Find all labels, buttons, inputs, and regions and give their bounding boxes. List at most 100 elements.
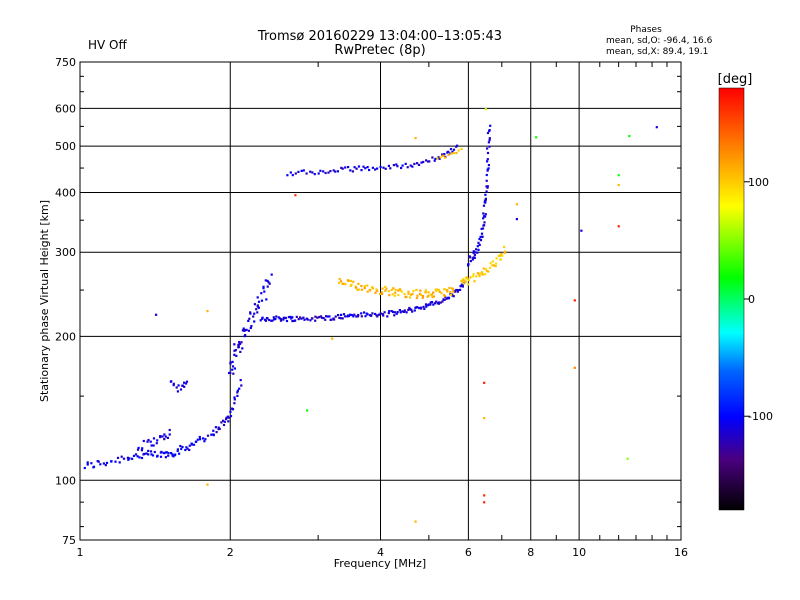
echo-point: [416, 162, 419, 165]
echo-point: [336, 170, 339, 173]
echo-point: [486, 185, 489, 188]
echo-point: [316, 316, 319, 319]
echo-point: [415, 288, 418, 291]
echo-point: [165, 451, 169, 454]
echo-point: [302, 316, 305, 319]
echo-point: [264, 319, 268, 322]
echo-point: [342, 313, 346, 316]
echo-point: [447, 153, 450, 156]
echo-point: [196, 438, 199, 441]
echo-point: [452, 148, 456, 151]
echo-point: [185, 446, 188, 449]
echo-point: [164, 451, 167, 454]
echo-point: [482, 215, 486, 218]
echo-point: [504, 250, 507, 253]
echo-point: [487, 164, 490, 167]
echo-point: [384, 289, 387, 292]
echo-point: [371, 312, 374, 315]
echo-point: [176, 449, 179, 453]
echo-point: [289, 315, 292, 318]
echo-point: [374, 168, 377, 171]
echo-point: [489, 124, 492, 127]
echo-point: [413, 309, 416, 312]
echo-point: [446, 289, 449, 292]
echo-point: [163, 438, 166, 441]
echo-point: [176, 390, 179, 393]
echo-point: [454, 290, 457, 293]
echo-point: [344, 166, 347, 169]
echo-point: [329, 170, 332, 173]
echo-point: [447, 296, 451, 299]
echo-point: [400, 166, 403, 170]
echo-point: [222, 419, 225, 422]
colorbar-unit: [deg]: [718, 72, 753, 87]
echo-point: [376, 315, 379, 318]
echo-point: [412, 289, 415, 292]
echo-point: [442, 298, 445, 301]
echo-point: [400, 290, 403, 293]
echo-point: [143, 452, 146, 455]
echo-point: [181, 445, 184, 449]
echo-point: [229, 415, 233, 418]
echo-point: [432, 303, 435, 306]
echo-point: [387, 290, 390, 293]
echo-point: [268, 282, 271, 285]
echo-point: [420, 161, 423, 164]
echo-point: [291, 174, 294, 177]
echo-point: [291, 320, 294, 323]
echo-point: [248, 317, 251, 320]
echo-point: [479, 272, 482, 275]
echo-point: [503, 245, 506, 248]
echo-point: [374, 291, 377, 294]
echo-point: [270, 273, 273, 276]
echo-point: [330, 318, 333, 321]
echo-point: [262, 287, 265, 290]
echo-point: [349, 279, 352, 282]
echo-point: [352, 315, 355, 318]
echo-point: [266, 317, 269, 320]
echo-point: [156, 439, 159, 442]
echo-point: [353, 166, 356, 169]
echo-point: [204, 438, 207, 441]
echo-point: [322, 317, 325, 320]
echo-point: [427, 294, 430, 297]
echo-point: [233, 349, 236, 352]
echo-point: [300, 169, 303, 172]
echo-point: [152, 444, 155, 447]
echo-point: [153, 450, 156, 454]
echo-point: [424, 291, 428, 294]
echo-point: [264, 279, 267, 282]
echo-point: [303, 318, 306, 321]
echo-point: [105, 461, 109, 464]
echo-point: [167, 452, 170, 455]
echo-point: [466, 277, 469, 280]
echo-point: [395, 312, 398, 315]
echo-point: [102, 462, 105, 465]
echo-point: [356, 288, 359, 291]
echo-point: [360, 169, 363, 172]
echo-point: [387, 164, 390, 167]
echo-point: [459, 288, 462, 291]
echo-point: [247, 329, 250, 332]
echo-point: [313, 173, 316, 176]
echo-point: [128, 457, 131, 460]
echo-point: [136, 448, 140, 451]
echo-point: [460, 279, 463, 282]
echo-point: [467, 263, 470, 266]
grid-lines: [80, 62, 681, 540]
echo-point: [191, 443, 194, 446]
echo-point: [443, 156, 446, 159]
echo-point: [104, 464, 107, 467]
echo-point: [457, 289, 460, 292]
echo-point: [389, 167, 392, 170]
echo-point: [384, 285, 387, 288]
echo-point: [260, 292, 263, 295]
echo-point: [160, 450, 163, 453]
echo-point: [253, 303, 256, 306]
echo-point: [127, 458, 130, 461]
echo-point: [357, 282, 360, 285]
echo-point: [256, 305, 259, 308]
echo-point: [357, 288, 360, 291]
echo-point: [376, 167, 379, 170]
